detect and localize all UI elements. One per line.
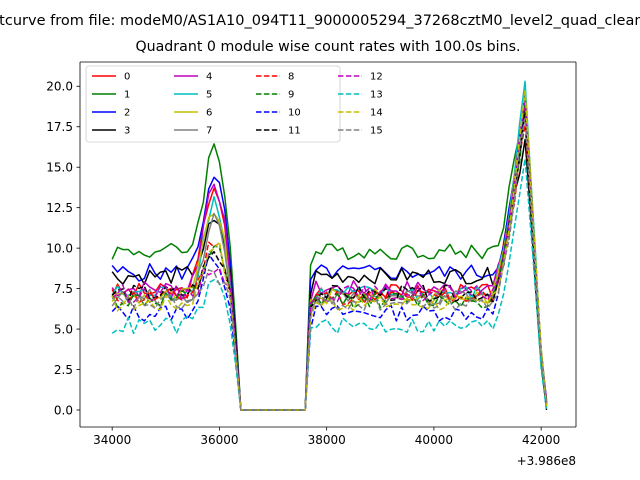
chart-title: Quadrant 0 module wise count rates with … [135, 39, 520, 55]
series-line-12 [111, 101, 548, 411]
series-line-13 [111, 158, 548, 411]
legend-box [85, 65, 341, 143]
legend-label-4: 4 [206, 72, 212, 83]
y-tick-label: 2.5 [54, 363, 73, 377]
series-layer [111, 80, 548, 411]
x-tick-label: 42000 [522, 433, 560, 447]
legend-label-2: 2 [124, 108, 130, 119]
legend-label-5: 5 [206, 90, 212, 101]
legend-label-7: 7 [206, 126, 212, 137]
y-tick-label: 0.0 [54, 403, 73, 417]
series-line-8 [111, 124, 548, 411]
legend-label-8: 8 [288, 72, 294, 83]
y-tick-label: 12.5 [46, 201, 73, 215]
x-tick-label: 34000 [93, 433, 131, 447]
x-offset-label: +3.986e8 [517, 454, 576, 468]
legend-label-15: 15 [370, 126, 383, 137]
legend-label-13: 13 [370, 90, 383, 101]
series-line-9 [111, 104, 548, 411]
series-line-2 [111, 109, 548, 411]
x-tick-label: 38000 [308, 433, 346, 447]
legend-label-0: 0 [124, 72, 130, 83]
legend-label-10: 10 [288, 108, 301, 119]
y-tick-label: 17.5 [46, 120, 73, 134]
figure-suptitle: Lightcurve from file: modeM0/AS1A10_094T… [0, 13, 640, 29]
series-line-1 [111, 106, 548, 411]
legend-label-12: 12 [370, 72, 383, 83]
x-tick-label: 36000 [200, 433, 238, 447]
x-tick-label: 40000 [415, 433, 453, 447]
y-tick-label: 20.0 [46, 80, 73, 94]
series-line-3 [111, 138, 548, 411]
legend-label-1: 1 [124, 90, 130, 101]
y-tick-label: 5.0 [54, 322, 73, 336]
legend-label-14: 14 [370, 108, 383, 119]
legend-label-9: 9 [288, 90, 294, 101]
y-tick-label: 15.0 [46, 161, 73, 175]
y-tick-label: 10.0 [46, 241, 73, 255]
legend-label-6: 6 [206, 108, 212, 119]
series-line-10 [111, 94, 548, 411]
y-tick-label: 7.5 [54, 282, 73, 296]
legend-label-3: 3 [124, 126, 130, 137]
legend-label-11: 11 [288, 126, 301, 137]
axes-layer: 34000 36000 38000 40000 42000 0.0 2.5 5.0 7.5 10.… [46, 61, 577, 447]
series-line-15 [111, 117, 548, 411]
